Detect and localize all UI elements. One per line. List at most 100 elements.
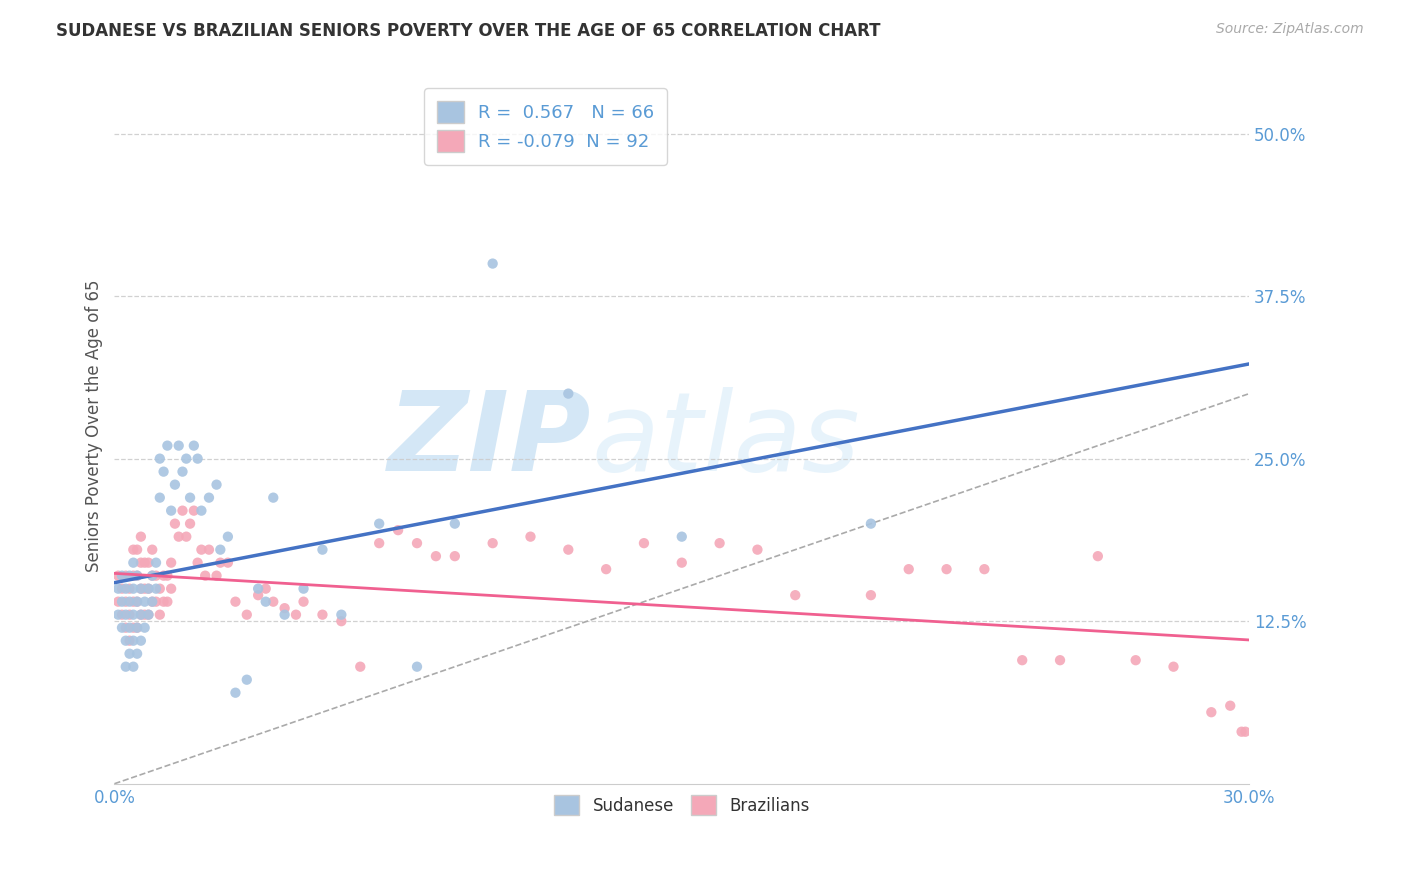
Point [111, 607, 134, 622]
Point [481, 256, 503, 270]
Point [406, 659, 429, 673]
Point [205, 477, 228, 491]
Point [114, 568, 136, 582]
Point [190, 542, 212, 557]
Point [859, 588, 882, 602]
Point [174, 530, 197, 544]
Point [118, 568, 141, 582]
Point [311, 542, 333, 557]
Point [859, 516, 882, 531]
Point [122, 607, 145, 622]
Point [557, 542, 579, 557]
Point [406, 536, 429, 550]
Point [127, 568, 149, 582]
Text: SUDANESE VS BRAZILIAN SENIORS POVERTY OVER THE AGE OF 65 CORRELATION CHART: SUDANESE VS BRAZILIAN SENIORS POVERTY OV… [56, 22, 880, 40]
Point [785, 588, 807, 602]
Point [1219, 698, 1241, 713]
Point [519, 530, 541, 544]
Point [1163, 659, 1185, 673]
Point [209, 556, 232, 570]
Point [174, 451, 197, 466]
Point [149, 582, 172, 596]
Legend: Sudanese, Brazilians: Sudanese, Brazilians [544, 785, 820, 825]
Text: ZIP: ZIP [388, 387, 591, 494]
Point [163, 516, 186, 531]
Point [118, 621, 141, 635]
Point [145, 582, 167, 596]
Point [129, 530, 152, 544]
Point [311, 607, 333, 622]
Point [114, 582, 136, 596]
Point [138, 582, 160, 596]
Point [217, 556, 239, 570]
Point [595, 562, 617, 576]
Point [122, 621, 145, 635]
Point [141, 542, 163, 557]
Point [349, 659, 371, 673]
Point [129, 607, 152, 622]
Point [209, 542, 232, 557]
Y-axis label: Seniors Poverty Over the Age of 65: Seniors Poverty Over the Age of 65 [86, 280, 103, 573]
Point [107, 595, 129, 609]
Point [224, 595, 246, 609]
Point [114, 595, 136, 609]
Point [127, 595, 149, 609]
Point [254, 595, 277, 609]
Point [156, 568, 179, 582]
Point [671, 530, 693, 544]
Point [897, 562, 920, 576]
Point [122, 633, 145, 648]
Point [443, 516, 465, 531]
Point [122, 568, 145, 582]
Point [557, 386, 579, 401]
Point [118, 595, 141, 609]
Point [747, 542, 769, 557]
Point [141, 568, 163, 582]
Point [134, 621, 156, 635]
Point [236, 607, 259, 622]
Point [138, 607, 160, 622]
Point [1230, 724, 1253, 739]
Point [1049, 653, 1071, 667]
Point [425, 549, 447, 564]
Point [152, 465, 174, 479]
Point [163, 477, 186, 491]
Point [141, 595, 163, 609]
Point [134, 595, 156, 609]
Point [1011, 653, 1033, 667]
Point [292, 582, 315, 596]
Point [107, 582, 129, 596]
Point [134, 607, 156, 622]
Point [156, 595, 179, 609]
Point [262, 491, 284, 505]
Point [160, 582, 183, 596]
Point [114, 659, 136, 673]
Point [1087, 549, 1109, 564]
Point [1234, 724, 1257, 739]
Point [122, 595, 145, 609]
Point [190, 503, 212, 517]
Point [118, 582, 141, 596]
Point [156, 439, 179, 453]
Point [198, 542, 221, 557]
Point [194, 568, 217, 582]
Point [709, 536, 731, 550]
Point [172, 503, 194, 517]
Point [671, 556, 693, 570]
Point [118, 647, 141, 661]
Point [127, 647, 149, 661]
Point [149, 451, 172, 466]
Point [141, 595, 163, 609]
Point [145, 556, 167, 570]
Point [973, 562, 995, 576]
Point [122, 556, 145, 570]
Point [114, 633, 136, 648]
Point [1201, 705, 1223, 719]
Point [262, 595, 284, 609]
Point [217, 530, 239, 544]
Point [118, 607, 141, 622]
Point [254, 582, 277, 596]
Point [387, 523, 409, 537]
Point [107, 607, 129, 622]
Point [481, 536, 503, 550]
